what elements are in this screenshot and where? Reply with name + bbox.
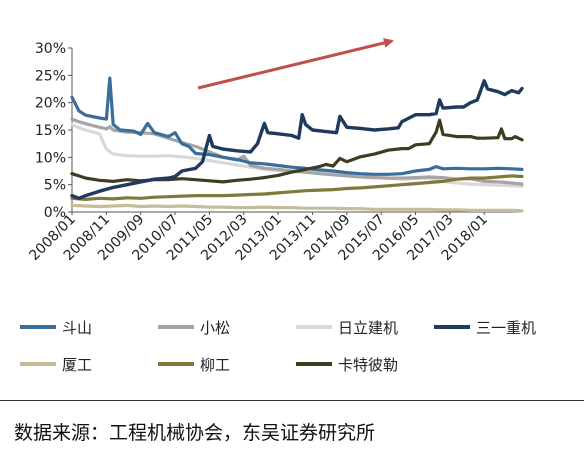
legend-label: 厦工 <box>62 356 92 374</box>
legend-item-6: 柳工 <box>158 356 230 374</box>
legend-label: 斗山 <box>62 319 92 337</box>
y-tick-label: 30% <box>35 41 66 57</box>
legend-label: 柳工 <box>200 356 230 374</box>
series-line-5 <box>70 203 524 213</box>
legend-label: 日立建机 <box>338 319 398 337</box>
series-line-7 <box>70 118 524 184</box>
trend-arrow <box>197 38 394 90</box>
source-text: 数据来源：工程机械协会，东吴证券研究所 <box>14 422 376 444</box>
legend-label: 小松 <box>200 319 230 337</box>
y-tick-label: 25% <box>35 68 66 84</box>
y-axis-tick-labels: 0% 5% 10% 15% 20% 25% 30% <box>35 41 66 221</box>
legend-item-7: 卡特彼勒 <box>296 356 398 374</box>
y-tick-label: 20% <box>35 96 66 112</box>
annotation <box>197 38 394 90</box>
axes <box>68 47 522 215</box>
series-lines <box>70 76 524 213</box>
y-tick-label: 0% <box>44 205 66 221</box>
y-tick-label: 15% <box>35 123 66 139</box>
legend-item-2: 小松 <box>158 319 230 337</box>
y-tick-label: 10% <box>35 150 66 166</box>
source-divider <box>0 400 584 401</box>
legend-item-5: 厦工 <box>20 356 92 374</box>
series-line-6 <box>70 174 524 201</box>
y-tick-label: 5% <box>44 178 66 194</box>
series-line-1 <box>70 76 524 176</box>
series-line-4 <box>70 79 524 200</box>
legend-label: 三一重机 <box>476 319 536 337</box>
legend-item-1: 斗山 <box>20 319 92 337</box>
legend-item-4: 三一重机 <box>434 319 536 337</box>
series-line-2 <box>70 117 524 186</box>
legend-label: 卡特彼勒 <box>338 356 398 374</box>
legend-item-3: 日立建机 <box>296 319 398 337</box>
x-axis-tick-labels: 2008/012008/112009/092010/072011/052012/… <box>26 212 491 264</box>
